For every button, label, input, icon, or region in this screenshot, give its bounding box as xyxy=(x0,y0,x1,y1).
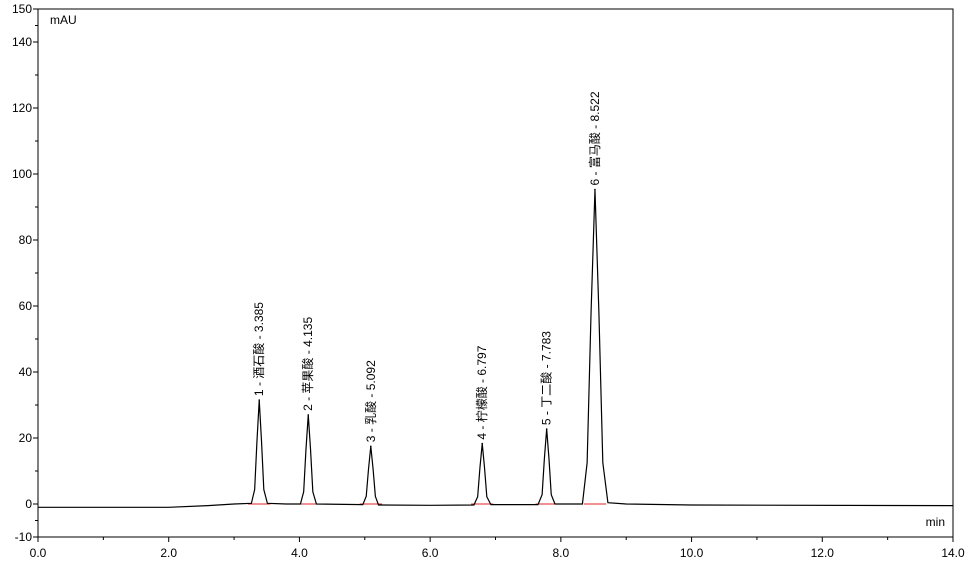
plot-frame xyxy=(37,8,954,538)
y-tick-label: -10 xyxy=(15,530,33,544)
y-axis-label: mAU xyxy=(50,13,77,27)
y-tick-label: 140 xyxy=(12,35,32,49)
peak-label: 6 - 富马酸 - 8.522 xyxy=(587,91,602,185)
peak-label: 1 - 酒石酸 - 3.385 xyxy=(251,302,266,396)
x-tick-label: 12.0 xyxy=(811,546,835,560)
x-tick-label: 14.0 xyxy=(941,546,965,560)
peak-apex xyxy=(594,188,596,191)
x-tick-label: 0.0 xyxy=(30,546,47,560)
x-axis-label: min xyxy=(926,515,945,529)
y-tick-label: 40 xyxy=(19,365,33,379)
peak-label: 4 - 柠檬酸 - 6.797 xyxy=(474,345,489,439)
peak-apex xyxy=(307,414,310,416)
peak-apex xyxy=(258,399,261,401)
x-tick-label: 2.0 xyxy=(160,546,177,560)
chromatogram-trace xyxy=(38,189,954,508)
x-tick-label: 10.0 xyxy=(680,546,704,560)
peak-label: 5 - 丁二酸 - 7.783 xyxy=(539,331,554,425)
y-tick-label: 80 xyxy=(19,233,33,247)
y-tick-label: 150 xyxy=(12,2,32,16)
x-tick-label: 8.0 xyxy=(553,546,570,560)
peak-label: 3 - 乳酸 - 5.092 xyxy=(363,360,378,442)
y-tick-label: 120 xyxy=(12,101,32,115)
peak-label: 2 - 苹果酸 - 4.135 xyxy=(300,317,315,411)
y-tick-label: 60 xyxy=(19,299,33,313)
peak-apex xyxy=(369,445,372,448)
y-tick-label: 100 xyxy=(12,167,32,181)
peak-apex xyxy=(545,428,548,430)
peak-apex xyxy=(481,442,484,445)
x-tick-label: 6.0 xyxy=(422,546,439,560)
x-tick-label: 4.0 xyxy=(291,546,308,560)
y-tick-label: 0 xyxy=(25,497,32,511)
y-tick-label: 20 xyxy=(19,431,33,445)
